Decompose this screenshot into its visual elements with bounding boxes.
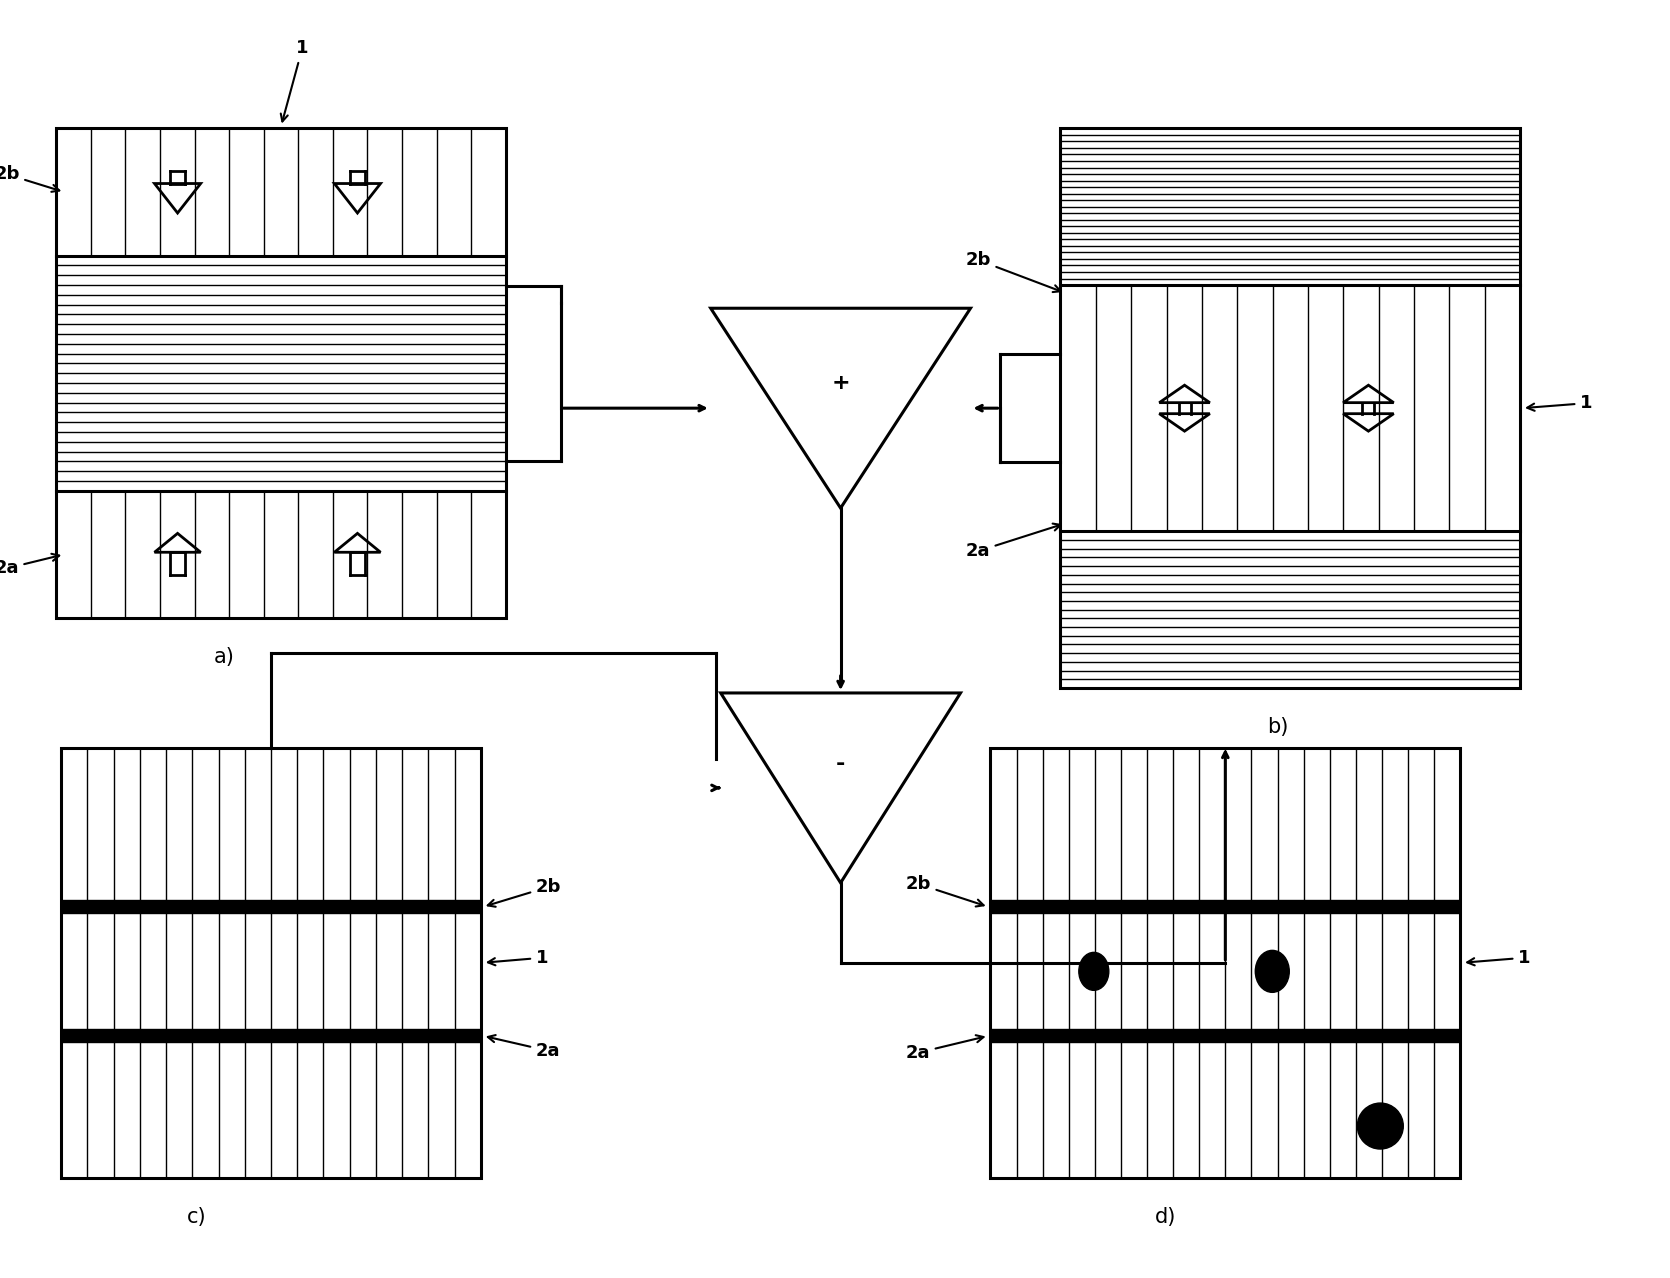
- Text: 2a: 2a: [0, 553, 58, 578]
- Bar: [62, 748, 481, 1177]
- Text: c): c): [187, 1206, 207, 1227]
- Polygon shape: [155, 533, 200, 552]
- Text: d): d): [1156, 1206, 1176, 1227]
- Polygon shape: [1159, 414, 1209, 431]
- Polygon shape: [155, 184, 200, 213]
- Polygon shape: [334, 184, 381, 213]
- Polygon shape: [1159, 385, 1209, 403]
- Text: a): a): [214, 647, 234, 667]
- Polygon shape: [721, 693, 960, 883]
- Bar: [1060, 128, 1520, 688]
- Text: 2a: 2a: [905, 1035, 984, 1062]
- Text: -: -: [837, 754, 845, 774]
- Ellipse shape: [1358, 1103, 1403, 1149]
- Bar: [57, 128, 506, 619]
- Text: 2b: 2b: [0, 165, 60, 192]
- Text: 1: 1: [1526, 394, 1593, 413]
- Polygon shape: [1343, 385, 1394, 403]
- Text: 2a: 2a: [965, 524, 1060, 560]
- Text: 2b: 2b: [905, 875, 984, 906]
- Bar: [990, 748, 1460, 1177]
- Text: 2a: 2a: [488, 1035, 561, 1059]
- Polygon shape: [1343, 414, 1394, 431]
- Text: 1: 1: [281, 40, 309, 121]
- Text: +: +: [832, 373, 850, 394]
- Text: 2b: 2b: [488, 878, 561, 907]
- Polygon shape: [334, 533, 381, 552]
- Text: 1: 1: [1468, 948, 1531, 966]
- Text: b): b): [1268, 717, 1289, 737]
- Ellipse shape: [1079, 952, 1109, 990]
- Ellipse shape: [1256, 951, 1289, 992]
- Text: 1: 1: [488, 948, 548, 966]
- Polygon shape: [711, 308, 970, 509]
- Text: 2b: 2b: [965, 250, 1060, 293]
